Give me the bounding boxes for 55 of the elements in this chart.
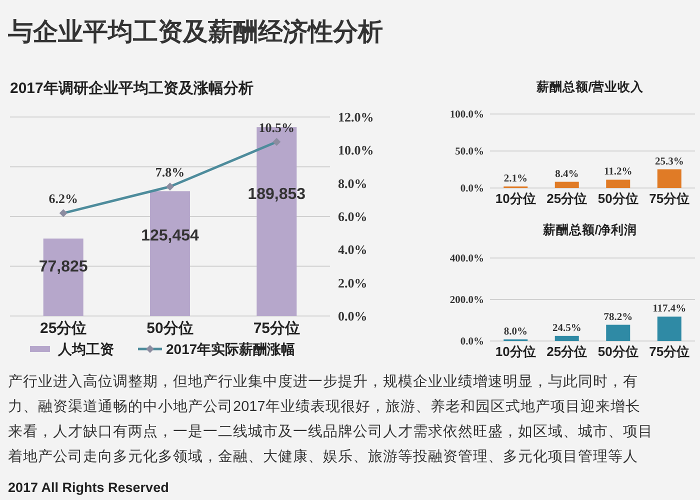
y2-tick-label: 2.0% [338, 275, 368, 290]
y2-tick-label: 12.0% [338, 110, 374, 125]
y2-tick-label: 4.0% [338, 242, 368, 258]
data-label: 8.0% [504, 326, 528, 338]
data-label: 24.5% [552, 322, 582, 334]
y2-tick-label: 6.0% [338, 209, 368, 224]
y-tick-label: 50.0% [455, 146, 484, 158]
y-tick-label: 200.0% [450, 295, 484, 306]
data-label: 11.2% [604, 166, 632, 178]
bar [554, 182, 579, 188]
text: 产行业进入高位调整期，但地产行业集中度进一步提升，规模企业业绩增速明显，与此同时，有 [8, 373, 638, 390]
bar [606, 324, 630, 341]
bar [657, 316, 682, 341]
data-label: 117.4% [652, 304, 686, 315]
bar [657, 169, 682, 188]
x-tick-label: 25分位 [546, 344, 588, 359]
y2-tick-label: 0.0% [338, 308, 368, 324]
legend-label: 人均工资 [57, 341, 114, 357]
x-tick-label: 50分位 [598, 191, 638, 206]
data-label: 2.1% [504, 173, 528, 184]
chart-title: 2017年调研企业平均工资及涨幅分析 [10, 80, 254, 97]
data-label: 77,825 [38, 258, 88, 276]
x-tick-label: 10分位 [495, 191, 536, 206]
text: 来看，人才缺口有两点，一是一二线城市及一线品牌公司人才需求依然旺盛，如区域、城市、项目 [8, 423, 653, 440]
y-tick-label: 100.0% [450, 110, 484, 121]
x-tick-label: 25分位 [40, 320, 87, 337]
x-tick-label: 25分位 [546, 191, 588, 206]
data-label: 25.3% [654, 156, 684, 168]
data-label: 8.4% [555, 168, 579, 180]
y-tick-label: 400.0% [450, 254, 484, 265]
data-label: 10.5% [258, 120, 295, 135]
data-label: 78.2% [604, 312, 633, 323]
x-tick-label: 50分位 [598, 344, 638, 359]
x-tick-label: 75分位 [253, 320, 300, 337]
text: 与企业平均工资及薪酬经济性分析 [7, 18, 383, 46]
data-label: 125,454 [141, 227, 200, 244]
legend-label: 2017年实际薪酬涨幅 [166, 341, 296, 357]
y-tick-label: 0.0% [460, 184, 484, 195]
text: 2017 All Rights Reserved [8, 480, 169, 495]
bar [606, 180, 630, 188]
data-label: 6.2% [48, 191, 78, 206]
data-label: 7.8% [155, 164, 185, 180]
data-label: 189,853 [248, 186, 306, 203]
bar [554, 336, 579, 341]
y2-tick-label: 8.0% [338, 176, 368, 191]
text: 力、融资渠道通畅的中小地产公司2017年业绩表现很好，旅游、养老和园区式地产项目迎来增长 [8, 398, 640, 415]
x-tick-label: 75分位 [649, 191, 690, 206]
chart-title: 薪酬总额/营业收入 [535, 79, 645, 94]
x-tick-label: 75分位 [649, 344, 690, 359]
x-tick-label: 10分位 [495, 344, 536, 359]
x-tick-label: 50分位 [146, 320, 194, 337]
y-tick-label: 0.0% [460, 336, 484, 348]
y2-tick-label: 10.0% [338, 142, 374, 158]
text: 着地产公司走向多元化多领域，金融、大健康、娱乐、旅游等投融资管理、多元化项目管理等人 [8, 448, 638, 465]
chart-title: 薪酬总额/净利润 [542, 222, 638, 237]
